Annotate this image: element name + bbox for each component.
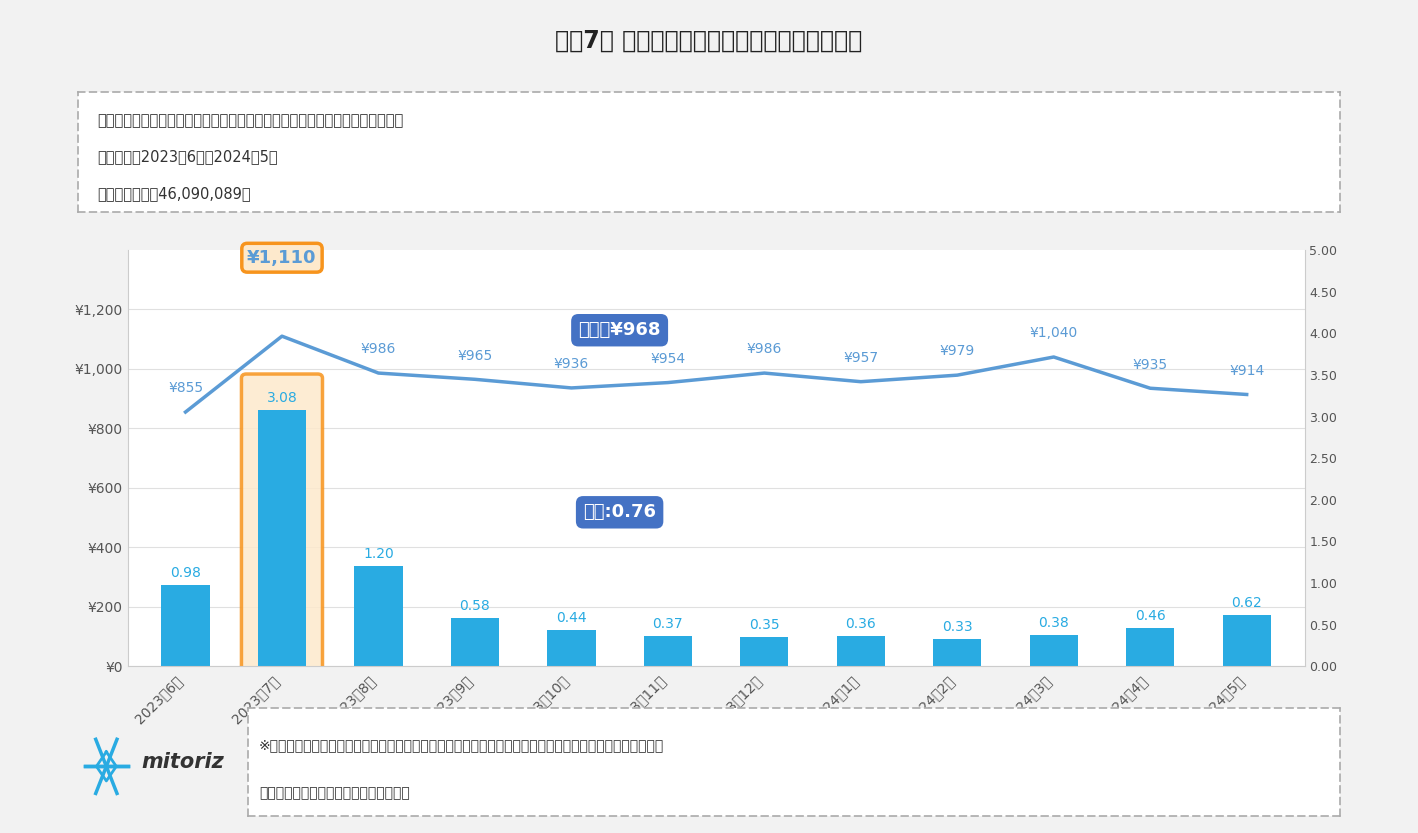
Text: ¥986: ¥986 <box>360 342 396 357</box>
Text: 0.98: 0.98 <box>170 566 201 580</box>
Bar <box>1029 635 1078 666</box>
Text: ¥914: ¥914 <box>1229 364 1265 378</box>
Bar <box>258 410 306 666</box>
Text: ¥986: ¥986 <box>747 342 781 357</box>
Bar <box>933 639 981 666</box>
Text: ¥979: ¥979 <box>940 345 976 358</box>
Text: 0.33: 0.33 <box>942 620 973 634</box>
Text: ¥1,040: ¥1,040 <box>1029 327 1078 341</box>
Text: 食品スーパー・総合スーパーで購入された「うなぎ」商品のレシートから分析: 食品スーパー・総合スーパーで購入された「うなぎ」商品のレシートから分析 <box>96 113 403 128</box>
Bar <box>644 636 692 666</box>
Text: 0.37: 0.37 <box>652 616 683 631</box>
Bar <box>354 566 403 666</box>
Text: ¥957: ¥957 <box>844 351 878 365</box>
Text: ¥954: ¥954 <box>651 352 685 366</box>
Bar <box>1126 628 1174 666</box>
Text: 調査期間：2023年6月～2024年5月: 調査期間：2023年6月～2024年5月 <box>96 150 278 165</box>
Text: プルリテール購買データのデータベース: プルリテール購買データのデータベース <box>259 786 410 800</box>
Text: 3.08: 3.08 <box>267 391 298 405</box>
Text: 平均：¥968: 平均：¥968 <box>579 322 661 339</box>
Text: 0.36: 0.36 <box>845 617 876 631</box>
Text: ¥855: ¥855 <box>167 382 203 396</box>
Text: ¥1,110: ¥1,110 <box>247 249 316 267</box>
Text: ¥935: ¥935 <box>1133 357 1168 372</box>
Text: ※全国の消費者から実際に購入したレシートを収集し、ブランドカテゴリごとにレシートを集計したマルチ: ※全国の消費者から実際に購入したレシートを収集し、ブランドカテゴリごとにレシート… <box>259 738 664 752</box>
Bar <box>740 637 788 666</box>
Text: 1.20: 1.20 <box>363 547 394 561</box>
Text: レシート枚数：46,090,089枚: レシート枚数：46,090,089枚 <box>96 186 251 201</box>
Text: 平均:0.76: 平均:0.76 <box>583 503 657 521</box>
Text: 図表7） レシート分析：うなぎの単価と出現率: 図表7） レシート分析：うなぎの単価と出現率 <box>556 29 862 53</box>
Bar <box>837 636 885 666</box>
Text: 0.44: 0.44 <box>556 611 587 625</box>
Bar <box>547 630 596 666</box>
Bar <box>451 618 499 666</box>
FancyBboxPatch shape <box>241 374 322 681</box>
Text: 0.46: 0.46 <box>1134 609 1166 623</box>
Text: ¥965: ¥965 <box>457 349 492 362</box>
Text: 0.35: 0.35 <box>749 618 780 632</box>
Text: mitoriz: mitoriz <box>142 752 224 772</box>
Text: 0.62: 0.62 <box>1231 596 1262 610</box>
Bar <box>162 585 210 666</box>
Text: ¥936: ¥936 <box>554 357 588 372</box>
Text: ¥1,110: ¥1,110 <box>258 252 306 267</box>
Text: 0.38: 0.38 <box>1038 616 1069 630</box>
Text: 0.58: 0.58 <box>459 599 491 613</box>
Bar <box>1222 615 1271 666</box>
